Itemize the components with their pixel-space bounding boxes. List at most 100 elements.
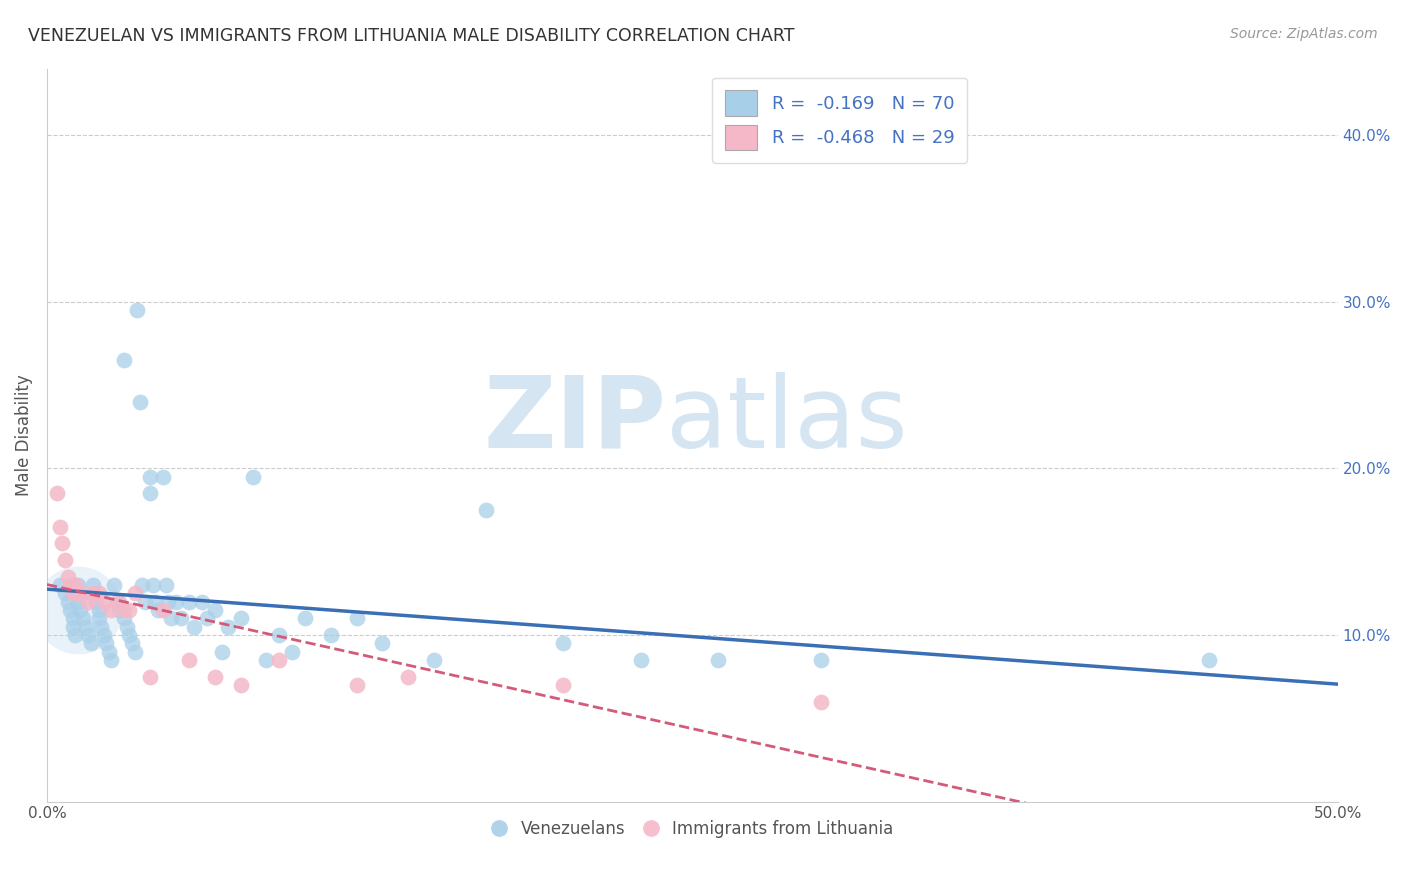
Point bbox=[1198, 653, 1220, 667]
Point bbox=[269, 653, 291, 667]
Point bbox=[115, 620, 138, 634]
Point bbox=[66, 586, 89, 600]
Point bbox=[53, 586, 76, 600]
Point bbox=[281, 645, 304, 659]
Point bbox=[56, 594, 79, 608]
Point bbox=[139, 486, 162, 500]
Y-axis label: Male Disability: Male Disability bbox=[15, 374, 32, 496]
Point bbox=[56, 569, 79, 583]
Point bbox=[96, 636, 118, 650]
Legend: Venezuelans, Immigrants from Lithuania: Venezuelans, Immigrants from Lithuania bbox=[484, 814, 900, 845]
Point bbox=[146, 603, 169, 617]
Point bbox=[66, 578, 89, 592]
Point bbox=[77, 628, 100, 642]
Point bbox=[810, 695, 832, 709]
Point bbox=[229, 678, 252, 692]
Point bbox=[177, 653, 200, 667]
Point bbox=[423, 653, 446, 667]
Point bbox=[254, 653, 277, 667]
Point bbox=[53, 553, 76, 567]
Point bbox=[100, 603, 122, 617]
Point bbox=[62, 620, 84, 634]
Point bbox=[134, 594, 156, 608]
Point bbox=[82, 586, 104, 600]
Point bbox=[269, 628, 291, 642]
Point bbox=[229, 611, 252, 625]
Point bbox=[93, 628, 115, 642]
Point bbox=[195, 611, 218, 625]
Point bbox=[124, 645, 146, 659]
Point bbox=[65, 628, 87, 642]
Point bbox=[87, 611, 110, 625]
Point bbox=[118, 603, 141, 617]
Point bbox=[108, 594, 131, 608]
Point bbox=[82, 578, 104, 592]
Text: Source: ZipAtlas.com: Source: ZipAtlas.com bbox=[1230, 27, 1378, 41]
Point bbox=[131, 578, 153, 592]
Point bbox=[103, 578, 125, 592]
Point bbox=[170, 611, 193, 625]
Point bbox=[62, 586, 84, 600]
Point bbox=[72, 586, 94, 600]
Point bbox=[553, 678, 575, 692]
Text: atlas: atlas bbox=[666, 372, 908, 469]
Point bbox=[319, 628, 342, 642]
Point bbox=[159, 611, 181, 625]
Point bbox=[80, 636, 103, 650]
Point bbox=[90, 620, 112, 634]
Point bbox=[165, 594, 187, 608]
Point bbox=[139, 670, 162, 684]
Point bbox=[49, 578, 72, 592]
Point bbox=[152, 469, 174, 483]
Point bbox=[65, 578, 87, 592]
Point bbox=[87, 586, 110, 600]
Point bbox=[59, 578, 82, 592]
Point bbox=[93, 594, 115, 608]
Point bbox=[121, 636, 143, 650]
Point bbox=[112, 603, 135, 617]
Point bbox=[474, 503, 496, 517]
Point bbox=[49, 519, 72, 533]
Point bbox=[128, 394, 150, 409]
Point bbox=[371, 636, 394, 650]
Point bbox=[139, 469, 162, 483]
Point bbox=[59, 603, 82, 617]
Point bbox=[112, 611, 135, 625]
Text: ZIP: ZIP bbox=[484, 372, 666, 469]
Point bbox=[142, 578, 165, 592]
Text: VENEZUELAN VS IMMIGRANTS FROM LITHUANIA MALE DISABILITY CORRELATION CHART: VENEZUELAN VS IMMIGRANTS FROM LITHUANIA … bbox=[28, 27, 794, 45]
Point bbox=[75, 620, 97, 634]
Point bbox=[108, 603, 131, 617]
Point bbox=[97, 645, 120, 659]
Point bbox=[118, 628, 141, 642]
Point bbox=[204, 603, 226, 617]
Point bbox=[155, 578, 177, 592]
Point bbox=[105, 594, 128, 608]
Point bbox=[217, 620, 239, 634]
Point bbox=[127, 303, 149, 318]
Point bbox=[66, 603, 89, 617]
Point bbox=[77, 594, 100, 608]
Point bbox=[157, 594, 180, 608]
Point bbox=[87, 603, 110, 617]
Point bbox=[152, 603, 174, 617]
Point bbox=[346, 678, 368, 692]
Point bbox=[46, 486, 69, 500]
Point bbox=[84, 594, 107, 608]
Point bbox=[553, 636, 575, 650]
Point bbox=[346, 611, 368, 625]
Point bbox=[183, 620, 205, 634]
Point bbox=[143, 594, 166, 608]
Point bbox=[62, 611, 84, 625]
Point bbox=[69, 603, 91, 617]
Point bbox=[810, 653, 832, 667]
Point bbox=[177, 594, 200, 608]
Point bbox=[294, 611, 316, 625]
Point bbox=[191, 594, 214, 608]
Point bbox=[396, 670, 419, 684]
Point bbox=[100, 653, 122, 667]
Point bbox=[124, 586, 146, 600]
Point bbox=[211, 645, 233, 659]
Point bbox=[204, 670, 226, 684]
Point bbox=[242, 469, 264, 483]
